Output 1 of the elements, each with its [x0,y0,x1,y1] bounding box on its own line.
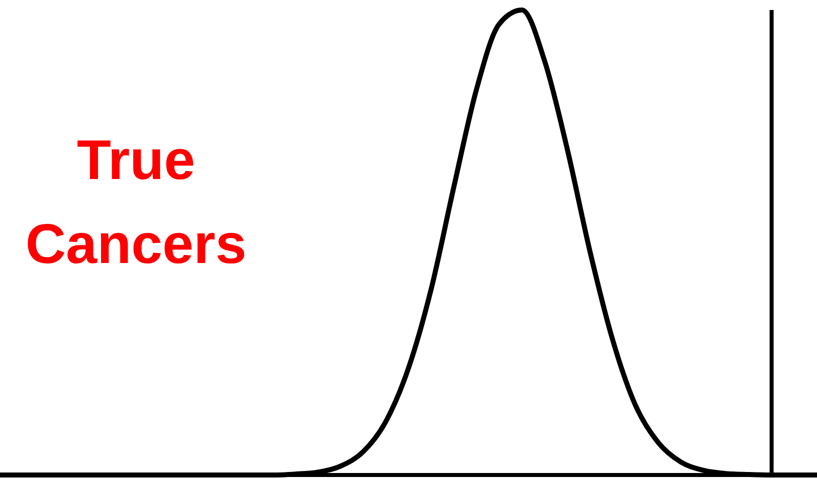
annotation: True Cancers [24,127,248,277]
